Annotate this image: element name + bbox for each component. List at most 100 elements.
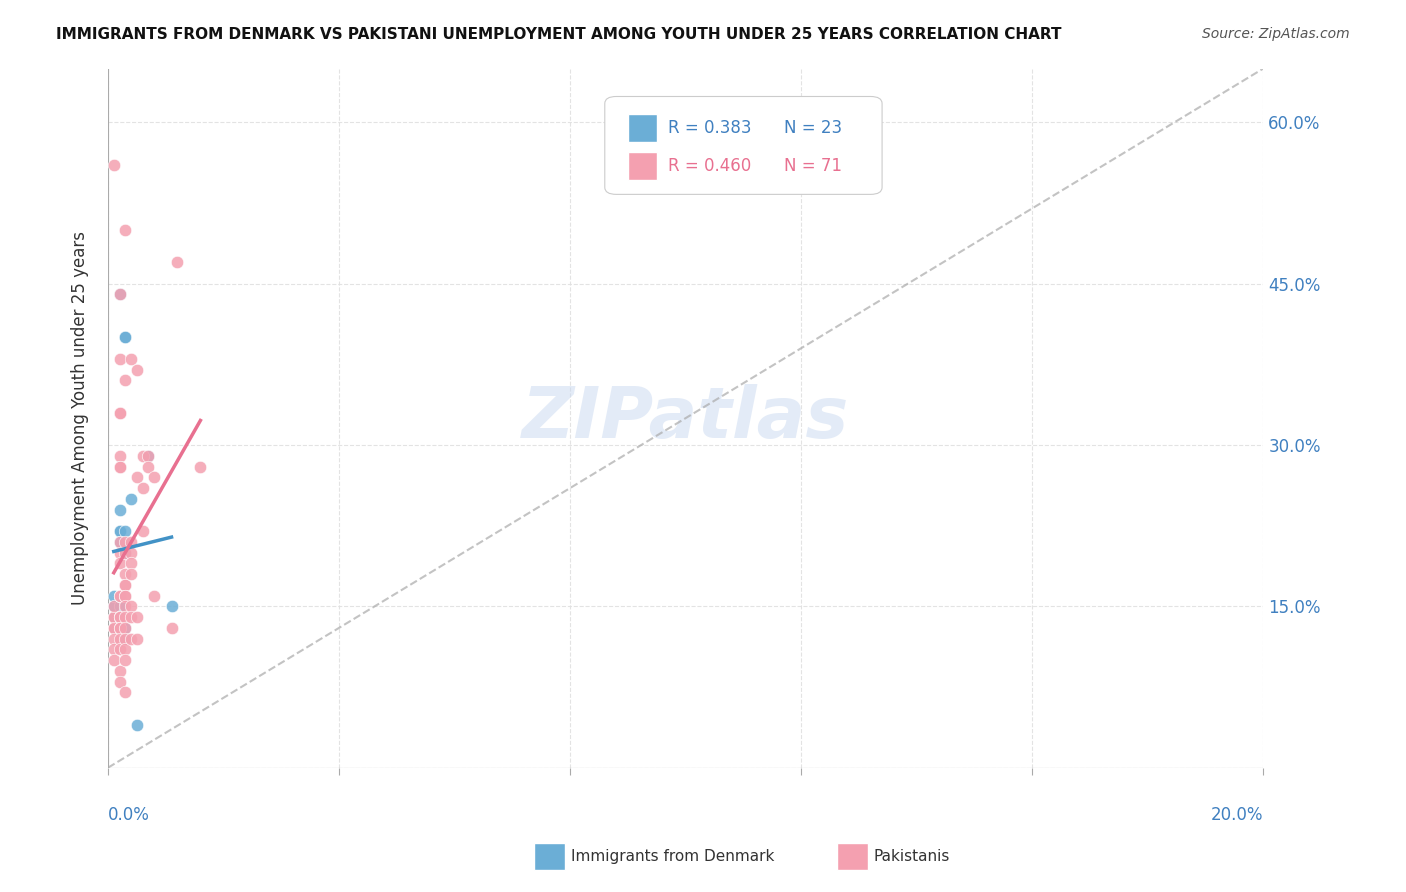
Point (125, 362, 148, 376)
Point (114, 545, 136, 559)
Point (125, 632, 148, 646)
Point (125, 717, 148, 731)
Point (114, 589, 136, 603)
Point (103, 589, 125, 603)
Point (114, 524, 136, 538)
Point (103, 610, 125, 624)
Point (120, 557, 142, 571)
Point (114, 223, 136, 237)
Point (131, 449, 153, 463)
Point (131, 524, 153, 538)
Point (108, 589, 131, 603)
Point (108, 459, 131, 474)
Point (108, 524, 131, 538)
Point (143, 470, 166, 484)
Point (108, 599, 131, 614)
Point (108, 674, 131, 689)
Text: Source: ZipAtlas.com: Source: ZipAtlas.com (1202, 27, 1350, 41)
Point (114, 621, 136, 635)
Point (114, 578, 136, 592)
Point (160, 599, 183, 614)
Point (108, 406, 131, 420)
Text: 0.0%: 0.0% (108, 806, 150, 824)
Point (114, 642, 136, 657)
Point (108, 502, 131, 516)
Point (190, 459, 212, 474)
Point (108, 351, 131, 366)
Point (120, 599, 142, 614)
Point (108, 459, 131, 474)
Point (108, 632, 131, 646)
Point (120, 545, 142, 559)
Text: N = 23: N = 23 (785, 119, 842, 137)
Point (108, 621, 131, 635)
Point (120, 491, 142, 506)
Text: Immigrants from Denmark: Immigrants from Denmark (571, 849, 775, 863)
Point (108, 406, 131, 420)
Point (108, 524, 131, 538)
Point (120, 632, 142, 646)
Text: 20.0%: 20.0% (1211, 806, 1264, 824)
Point (143, 589, 166, 603)
Point (125, 610, 148, 624)
Point (120, 351, 142, 366)
Point (103, 621, 125, 635)
Point (108, 589, 131, 603)
Point (103, 599, 125, 614)
Point (114, 589, 136, 603)
Point (103, 621, 125, 635)
Point (138, 449, 160, 463)
Point (114, 632, 136, 646)
Text: R = 0.460: R = 0.460 (668, 157, 752, 176)
FancyBboxPatch shape (628, 153, 657, 180)
Point (103, 610, 125, 624)
Point (103, 158, 125, 172)
Point (114, 632, 136, 646)
Point (108, 557, 131, 571)
Point (103, 632, 125, 646)
Point (131, 481, 153, 495)
Point (108, 534, 131, 549)
Point (114, 610, 136, 624)
Text: R = 0.383: R = 0.383 (668, 119, 752, 137)
Point (108, 610, 131, 624)
Point (108, 449, 131, 463)
Y-axis label: Unemployment Among Youth under 25 years: Unemployment Among Youth under 25 years (72, 231, 89, 605)
Point (103, 621, 125, 635)
Point (108, 287, 131, 301)
Text: IMMIGRANTS FROM DENMARK VS PAKISTANI UNEMPLOYMENT AMONG YOUTH UNDER 25 YEARS COR: IMMIGRANTS FROM DENMARK VS PAKISTANI UNE… (56, 27, 1062, 42)
Point (108, 534, 131, 549)
Point (108, 621, 131, 635)
Point (160, 621, 183, 635)
Point (103, 599, 125, 614)
Point (120, 534, 142, 549)
Point (114, 374, 136, 388)
Text: ZIPatlas: ZIPatlas (522, 384, 849, 452)
FancyBboxPatch shape (628, 114, 657, 142)
Point (108, 545, 131, 559)
Point (114, 578, 136, 592)
Point (108, 287, 131, 301)
Point (120, 567, 142, 582)
FancyBboxPatch shape (605, 96, 882, 194)
Point (108, 610, 131, 624)
Point (114, 567, 136, 582)
Point (114, 621, 136, 635)
Point (114, 330, 136, 344)
Point (120, 610, 142, 624)
Point (114, 599, 136, 614)
Point (114, 330, 136, 344)
Point (108, 621, 131, 635)
Point (103, 599, 125, 614)
Point (103, 642, 125, 657)
Text: N = 71: N = 71 (785, 157, 842, 176)
Point (114, 534, 136, 549)
Point (108, 589, 131, 603)
Point (166, 255, 188, 269)
Text: Pakistanis: Pakistanis (873, 849, 949, 863)
Point (114, 685, 136, 699)
Point (108, 610, 131, 624)
Point (114, 545, 136, 559)
Point (108, 664, 131, 678)
Point (138, 449, 160, 463)
